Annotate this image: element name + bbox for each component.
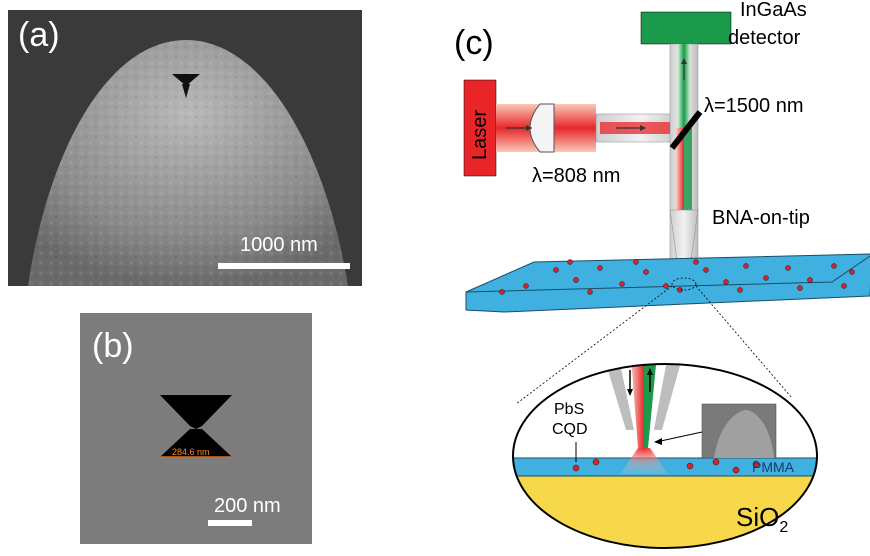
inset-tip — [714, 410, 774, 458]
laser-box — [463, 79, 497, 177]
detector-box — [640, 11, 732, 45]
wavelength-in: λ=808 nm — [532, 165, 620, 187]
arrow-head-up-inset — [647, 368, 653, 375]
panel-label-c: (c) — [454, 24, 494, 62]
sem-image-bowtie: 284.6 nm (b) 200 nm — [80, 313, 312, 544]
arrow-head-down-inset — [627, 389, 633, 396]
arrow-head-2 — [640, 125, 646, 131]
pbs-label-line1: PbS — [554, 401, 584, 418]
green-beam-upper — [678, 44, 690, 132]
inset-pointer — [655, 431, 703, 443]
pmma-label: PMMA — [752, 459, 795, 475]
tip-shape — [8, 10, 362, 286]
arrow-head-1 — [526, 125, 532, 131]
red-beam-lower — [676, 128, 684, 268]
bowtie-shape — [80, 313, 312, 544]
scale-bar-b — [208, 520, 252, 526]
arrow-head-up — [681, 58, 687, 64]
sem-image-tip: (a) 1000 nm — [8, 10, 362, 286]
scale-bar-a — [218, 263, 350, 269]
zoom-region — [671, 277, 697, 291]
lens — [529, 103, 555, 153]
panel-label-a: (a) — [18, 16, 60, 54]
detector-label-line1: InGaAs — [740, 0, 807, 21]
inset-border — [512, 363, 818, 549]
zoom-line-left — [515, 285, 673, 405]
sample-slab — [465, 253, 870, 313]
wavelength-out: λ=1500 nm — [704, 95, 804, 117]
sio2-label: SiO2 — [736, 502, 788, 536]
setup-schematic: (c) InGaAs detector Laser λ=1500 nm λ=80… — [454, 0, 870, 549]
tip-label: BNA-on-tip — [712, 207, 810, 229]
measurement-label: 284.6 nm — [172, 447, 210, 457]
pbs-label-line2: CQD — [552, 421, 588, 438]
laser-label: Laser — [469, 110, 491, 160]
scale-text-a: 1000 nm — [240, 234, 318, 256]
sample-dots — [499, 259, 855, 295]
zoom-line-right — [695, 285, 793, 399]
inset-pointer-head — [654, 438, 662, 445]
panel-label-b: (b) — [92, 327, 134, 365]
dichroic-mirror — [669, 110, 703, 150]
green-beam-lower — [684, 128, 692, 268]
slab-edge — [465, 255, 870, 293]
detector-label-line2: detector — [728, 27, 801, 49]
scale-text-b: 200 nm — [214, 495, 281, 517]
